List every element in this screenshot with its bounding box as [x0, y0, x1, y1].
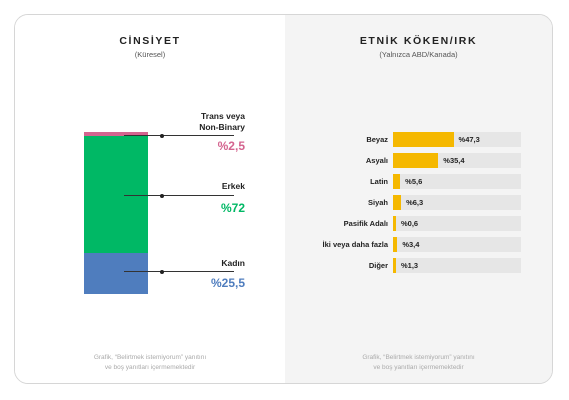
ethnicity-bar-track: %0,6	[393, 216, 521, 231]
ethnicity-subtitle: (Yalnızca ABD/Kanada)	[379, 50, 458, 59]
ethnicity-bar	[393, 216, 396, 231]
gender-segment-kadin	[84, 252, 148, 294]
gender-label-trans-nonbinary: Trans veya Non-Binary	[199, 111, 245, 133]
ethnicity-footnote: Grafik, “Belirtmek istemiyorum” yanıtını…	[285, 353, 552, 373]
ethnicity-category-label: İki veya daha fazla	[322, 240, 388, 249]
ethnicity-bar-track: %47,3	[393, 132, 521, 147]
gender-subtitle: (Küresel)	[134, 50, 166, 59]
gender-label-line: Kadın	[221, 258, 245, 268]
ethnicity-category-label: Latin	[370, 177, 388, 186]
ethnicity-bar	[393, 174, 401, 189]
ethnicity-bar-track: %5,6	[393, 174, 521, 189]
ethnicity-category-label: Asyalı	[365, 156, 388, 165]
gender-label-line: Non-Binary	[199, 122, 245, 132]
ethnicity-title: ETNİK KÖKEN/IRK	[359, 35, 478, 47]
gender-footnote: Grafik, “Belirtmek istemiyorum” yanıtını…	[15, 353, 285, 373]
ethnicity-panel: ETNİK KÖKEN/IRK (Yalnızca ABD/Kanada) Be…	[285, 15, 552, 383]
ethnicity-value-label: %35,4	[443, 156, 465, 165]
gender-leader-line-erkek	[124, 195, 234, 196]
ethnicity-value-label: %5,6	[405, 177, 423, 186]
gender-segment-trans-nonbinary	[84, 132, 148, 137]
ethnicity-bar-track: %6,3	[393, 195, 521, 210]
ethnicity-bar-row: Siyah %6,3	[285, 195, 552, 210]
ethnicity-bar-row: Pasifik Adalı %0,6	[285, 216, 552, 231]
gender-label-line: Erkek	[221, 181, 245, 191]
ethnicity-value-label: %3,4	[402, 240, 420, 249]
ethnicity-category-label: Beyaz	[366, 135, 388, 144]
gender-leader-line-kadin	[124, 271, 234, 272]
gender-label-erkek: Erkek	[222, 181, 245, 192]
gender-footnote-line2: ve boş yanıtları içermemektedir	[104, 364, 196, 371]
gender-label-line: Trans veya	[201, 111, 245, 121]
ethnicity-bar-row: Latin %5,6	[285, 174, 552, 189]
ethnicity-value-label: %47,3	[458, 135, 480, 144]
gender-value-erkek: %72	[220, 201, 245, 215]
gender-leader-line-trans-nonbinary	[124, 135, 234, 136]
ethnicity-value-label: %0,6	[401, 219, 419, 228]
ethnicity-bar-track: %3,4	[393, 237, 521, 252]
ethnicity-value-label: %1,3	[401, 261, 419, 270]
gender-leader-dot-kadin	[160, 269, 164, 274]
ethnicity-footnote-line1: Grafik, “Belirtmek istemiyorum” yanıtını	[362, 354, 475, 361]
ethnicity-category-label: Diğer	[368, 261, 388, 270]
chart-card: CİNSİYET (Küresel) Trans veya Non-Binary%…	[14, 14, 553, 384]
ethnicity-category-label: Pasifik Adalı	[343, 219, 388, 228]
gender-footnote-line1: Grafik, “Belirtmek istemiyorum” yanıtını	[93, 354, 207, 361]
gender-stacked-bar	[84, 132, 148, 294]
ethnicity-bar-row: İki veya daha fazla %3,4	[285, 237, 552, 252]
gender-leader-dot-erkek	[160, 193, 164, 198]
gender-segment-erkek	[84, 136, 148, 253]
gender-title: CİNSİYET	[119, 35, 181, 47]
ethnicity-bar	[393, 195, 402, 210]
ethnicity-bar	[393, 153, 439, 168]
ethnicity-bar-row: Diğer %1,3	[285, 258, 552, 273]
ethnicity-category-label: Siyah	[367, 198, 388, 207]
gender-panel: CİNSİYET (Küresel) Trans veya Non-Binary%…	[15, 15, 285, 383]
ethnicity-bar	[393, 132, 454, 147]
ethnicity-bar-row: Asyalı %35,4	[285, 153, 552, 168]
gender-value-trans-nonbinary: %2,5	[217, 139, 245, 153]
ethnicity-bar-track: %35,4	[393, 153, 521, 168]
ethnicity-bar	[393, 237, 398, 252]
ethnicity-bar	[393, 258, 396, 273]
ethnicity-bar-track: %1,3	[393, 258, 521, 273]
ethnicity-bar-row: Beyaz %47,3	[285, 132, 552, 147]
gender-label-kadin: Kadın	[221, 258, 245, 269]
ethnicity-footnote-line2: ve boş yanıtları içermemektedir	[373, 364, 464, 371]
gender-leader-dot-trans-nonbinary	[160, 133, 164, 138]
gender-value-kadin: %25,5	[210, 276, 245, 290]
ethnicity-value-label: %6,3	[406, 198, 424, 207]
